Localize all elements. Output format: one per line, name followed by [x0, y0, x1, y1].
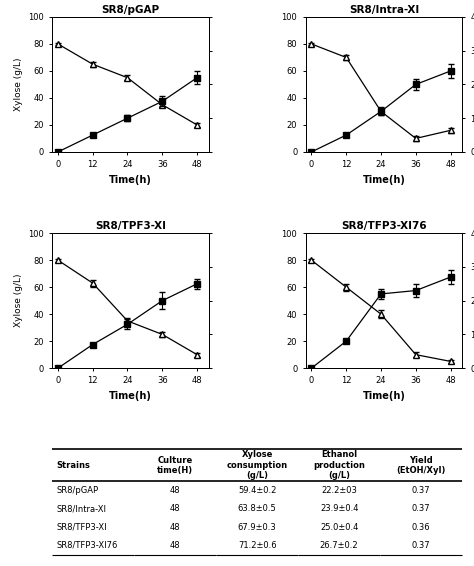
- Y-axis label: Xylose (g/L): Xylose (g/L): [13, 58, 22, 111]
- X-axis label: Time(h): Time(h): [109, 391, 152, 401]
- Y-axis label: Xylose (g/L): Xylose (g/L): [13, 274, 22, 327]
- Title: SR8/Intra-XI: SR8/Intra-XI: [349, 5, 419, 15]
- Title: SR8/TFP3-XI76: SR8/TFP3-XI76: [341, 221, 427, 231]
- X-axis label: Time(h): Time(h): [363, 391, 405, 401]
- Title: SR8/TPF3-XI: SR8/TPF3-XI: [95, 221, 166, 231]
- X-axis label: Time(h): Time(h): [109, 175, 152, 185]
- X-axis label: Time(h): Time(h): [363, 175, 405, 185]
- Title: SR8/pGAP: SR8/pGAP: [101, 5, 159, 15]
